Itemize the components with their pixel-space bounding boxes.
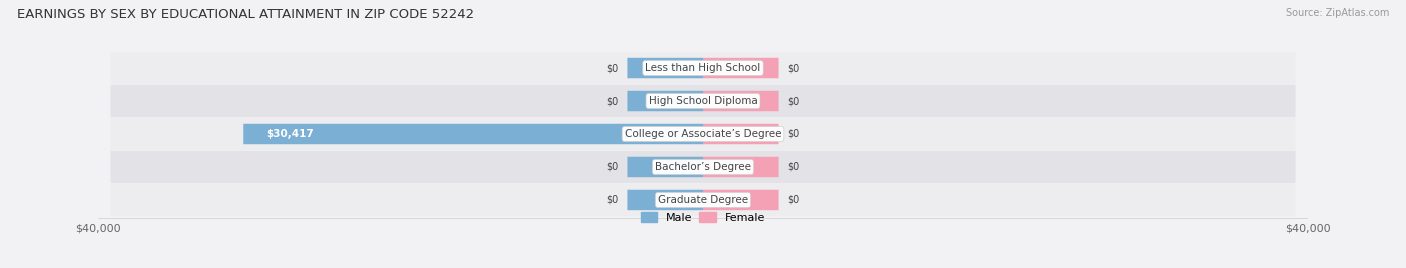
Text: $0: $0 [787, 63, 800, 73]
FancyBboxPatch shape [627, 157, 703, 177]
Text: $0: $0 [787, 195, 800, 205]
FancyBboxPatch shape [111, 118, 1295, 150]
FancyBboxPatch shape [111, 52, 1295, 84]
Text: $30,417: $30,417 [266, 129, 314, 139]
Text: $0: $0 [606, 162, 619, 172]
FancyBboxPatch shape [703, 157, 779, 177]
FancyBboxPatch shape [703, 91, 779, 111]
Text: High School Diploma: High School Diploma [648, 96, 758, 106]
Text: $0: $0 [606, 96, 619, 106]
Text: Source: ZipAtlas.com: Source: ZipAtlas.com [1285, 8, 1389, 18]
Text: Graduate Degree: Graduate Degree [658, 195, 748, 205]
FancyBboxPatch shape [627, 190, 703, 210]
Text: EARNINGS BY SEX BY EDUCATIONAL ATTAINMENT IN ZIP CODE 52242: EARNINGS BY SEX BY EDUCATIONAL ATTAINMEN… [17, 8, 474, 21]
FancyBboxPatch shape [703, 124, 779, 144]
FancyBboxPatch shape [703, 58, 779, 78]
FancyBboxPatch shape [111, 184, 1295, 216]
Text: $0: $0 [606, 195, 619, 205]
FancyBboxPatch shape [111, 151, 1295, 183]
Legend: Male, Female: Male, Female [641, 212, 765, 223]
FancyBboxPatch shape [243, 124, 703, 144]
FancyBboxPatch shape [703, 190, 779, 210]
Text: College or Associate’s Degree: College or Associate’s Degree [624, 129, 782, 139]
FancyBboxPatch shape [627, 58, 703, 78]
Text: $0: $0 [787, 129, 800, 139]
Text: $0: $0 [606, 63, 619, 73]
Text: Less than High School: Less than High School [645, 63, 761, 73]
FancyBboxPatch shape [627, 91, 703, 111]
Text: $0: $0 [787, 96, 800, 106]
Text: Bachelor’s Degree: Bachelor’s Degree [655, 162, 751, 172]
FancyBboxPatch shape [111, 85, 1295, 117]
Text: $0: $0 [787, 162, 800, 172]
